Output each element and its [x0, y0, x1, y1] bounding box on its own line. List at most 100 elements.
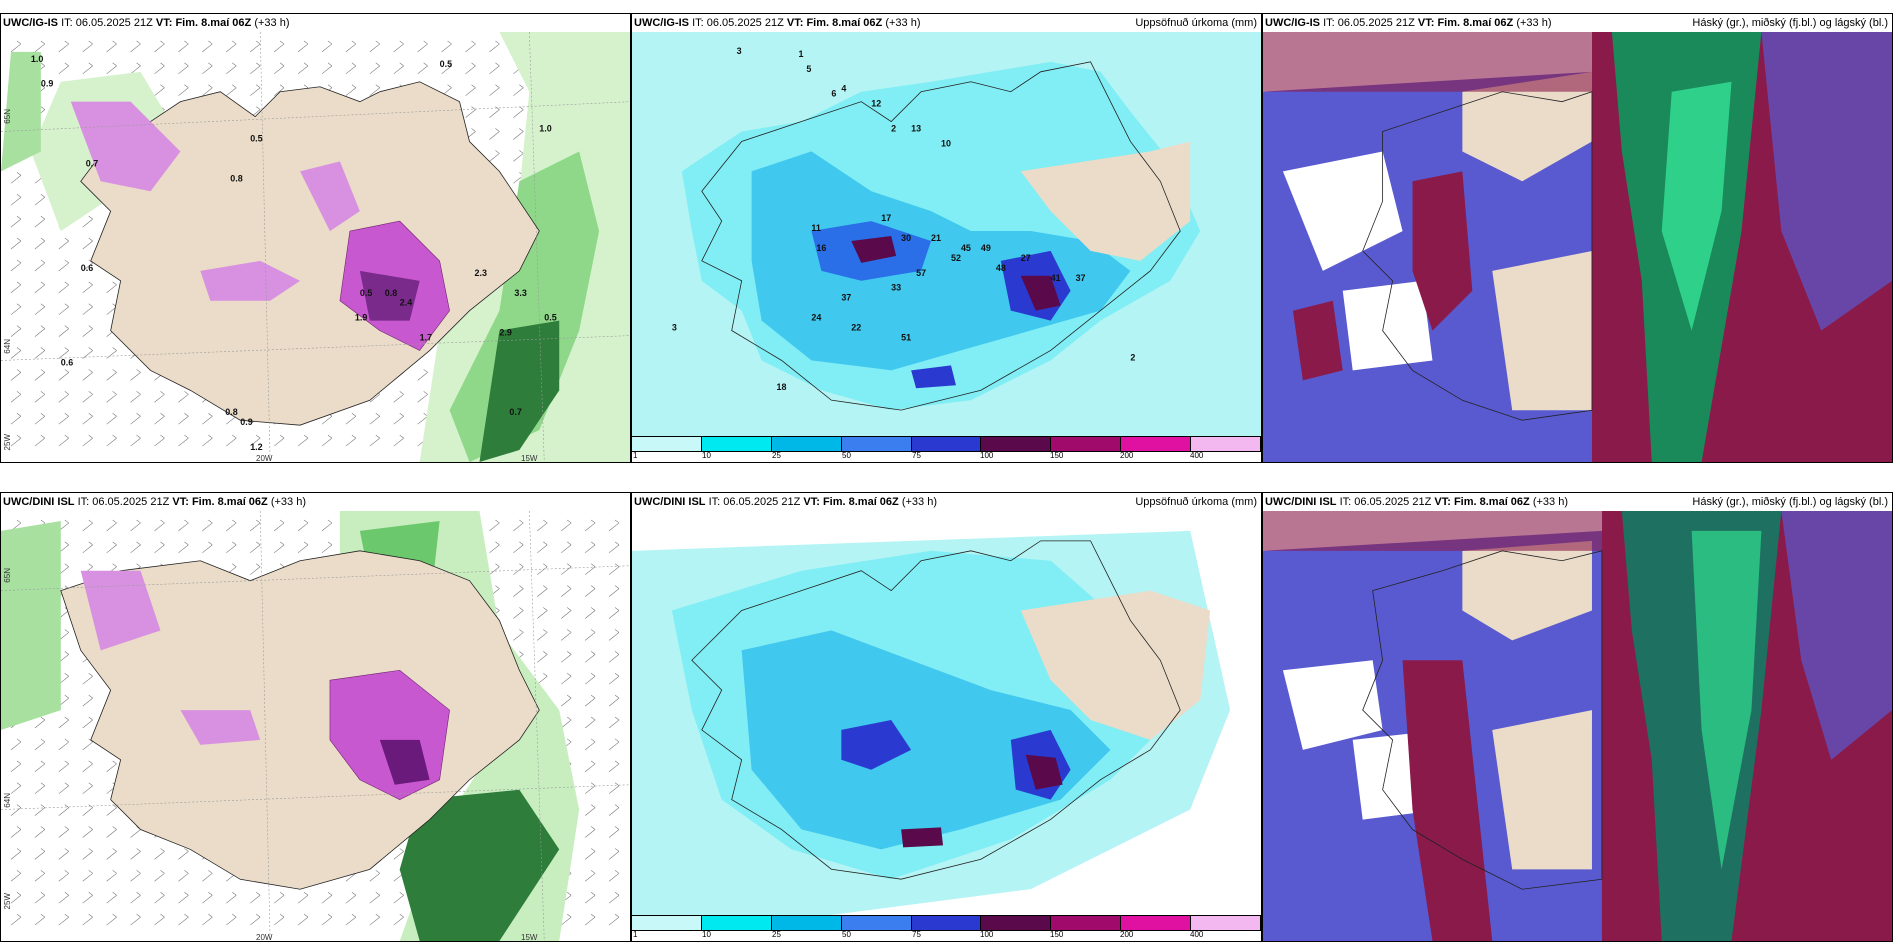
wind-barb: [273, 62, 285, 75]
wind-barb: [34, 804, 46, 816]
map-value-label: 52: [951, 253, 961, 263]
wind-barb: [10, 848, 22, 860]
map-value-label: 51: [901, 332, 911, 342]
map-value-label: 6: [831, 89, 836, 99]
wind-barb: [34, 848, 46, 860]
wind-barb: [250, 563, 261, 575]
legend-tick: 10: [702, 930, 711, 939]
map-value-label: 1.0: [31, 54, 43, 64]
wind-barb: [34, 412, 46, 425]
wind-barb: [106, 913, 117, 926]
wind-barb: [58, 434, 69, 447]
map-value-label: 0.8: [385, 288, 397, 298]
wind-barb: [82, 369, 93, 381]
wind-barb: [130, 519, 141, 532]
wind-barb: [34, 369, 46, 381]
wind-barb: [345, 412, 357, 425]
wind-barb: [537, 541, 548, 554]
wind-barb: [297, 891, 309, 904]
wind-barb: [106, 870, 117, 882]
wind-barb: [82, 870, 93, 882]
wind-barb: [537, 585, 548, 597]
wind-barb: [369, 891, 380, 904]
wind-barb: [58, 826, 69, 838]
wind-barb: [202, 40, 213, 53]
wind-barb: [154, 391, 165, 403]
wind-barb: [273, 913, 285, 926]
wind-barb: [154, 913, 165, 926]
map-value-label: 2.4: [400, 298, 412, 308]
wind-barb: [608, 694, 620, 707]
legend-tick: 400: [1190, 930, 1204, 939]
wind-barb: [34, 347, 46, 359]
wind-barb: [202, 913, 213, 926]
wind-barb: [226, 891, 237, 904]
wind-barb: [106, 412, 117, 425]
wind-barb: [82, 303, 93, 315]
wind-barb: [489, 150, 500, 162]
wind-barb: [34, 259, 46, 272]
wind-barb: [106, 62, 117, 75]
wind-barb: [297, 62, 309, 75]
wind-barb: [297, 519, 309, 532]
legend-tick: 200: [1120, 451, 1134, 460]
wind-barb: [58, 347, 69, 359]
wind-barb: [58, 412, 69, 425]
wind-barb: [58, 891, 69, 904]
wind-barb: [202, 870, 213, 882]
snow-wind-panel-bottom: UWC/DINI ISL IT: 06.05.2025 21Z VT: Fim.…: [0, 492, 631, 942]
wind-barb: [178, 391, 189, 403]
map-value-label: 0.6: [61, 357, 73, 367]
wind-barb: [369, 870, 380, 882]
wind-barb: [226, 40, 237, 53]
wind-barb: [345, 62, 357, 75]
wind-barb: [561, 563, 572, 575]
lon-label-15: 15W: [521, 933, 538, 942]
map-value-label: 3: [737, 46, 742, 56]
wind-barb: [297, 541, 309, 554]
wind-barb: [345, 84, 357, 96]
wind-barb: [154, 434, 165, 447]
map-value-label: 0.5: [360, 288, 372, 298]
wind-barb: [106, 519, 117, 532]
wind-barb: [82, 738, 93, 751]
wind-barb: [10, 40, 22, 53]
wind-barb: [58, 804, 69, 816]
wind-barb: [82, 913, 93, 926]
legend-swatch: [1121, 437, 1192, 451]
wind-barb: [10, 891, 22, 904]
wind-barb: [584, 804, 596, 816]
wind-barb: [154, 519, 165, 532]
map-value-label: 11: [811, 223, 820, 233]
lat-label-65: 65N: [3, 109, 12, 124]
legend-tick: 50: [842, 930, 851, 939]
legend-swatch: [771, 437, 842, 451]
wind-barb: [273, 891, 285, 904]
wind-barb: [513, 629, 524, 641]
wind-barb: [393, 412, 404, 425]
wind-barb: [584, 760, 596, 773]
wind-barb: [154, 84, 165, 96]
wind-barb: [34, 281, 46, 294]
wind-barb: [393, 40, 404, 53]
wind-barb: [130, 412, 141, 425]
wind-barb: [345, 40, 357, 53]
wind-barb: [465, 106, 476, 118]
wind-barb: [273, 434, 285, 447]
wind-barb: [34, 40, 46, 53]
legend-color-bar: [632, 436, 1261, 452]
map-value-label: 4: [841, 84, 846, 94]
legend-swatch: [841, 916, 912, 930]
wind-barb: [58, 848, 69, 860]
wind-barb: [178, 913, 189, 926]
precip-legend: 1 10 25 50 75 100 150 200 400: [632, 436, 1261, 462]
wind-barb: [489, 563, 500, 575]
wind-barb: [584, 891, 596, 904]
legend-color-bar: [632, 915, 1261, 931]
wind-barb: [10, 826, 22, 838]
legend-tick: 1: [633, 930, 638, 939]
legend-swatch: [701, 437, 772, 451]
map-value-label: 0.5: [440, 59, 452, 69]
wind-barb: [273, 84, 285, 96]
wind-barb: [608, 673, 620, 685]
